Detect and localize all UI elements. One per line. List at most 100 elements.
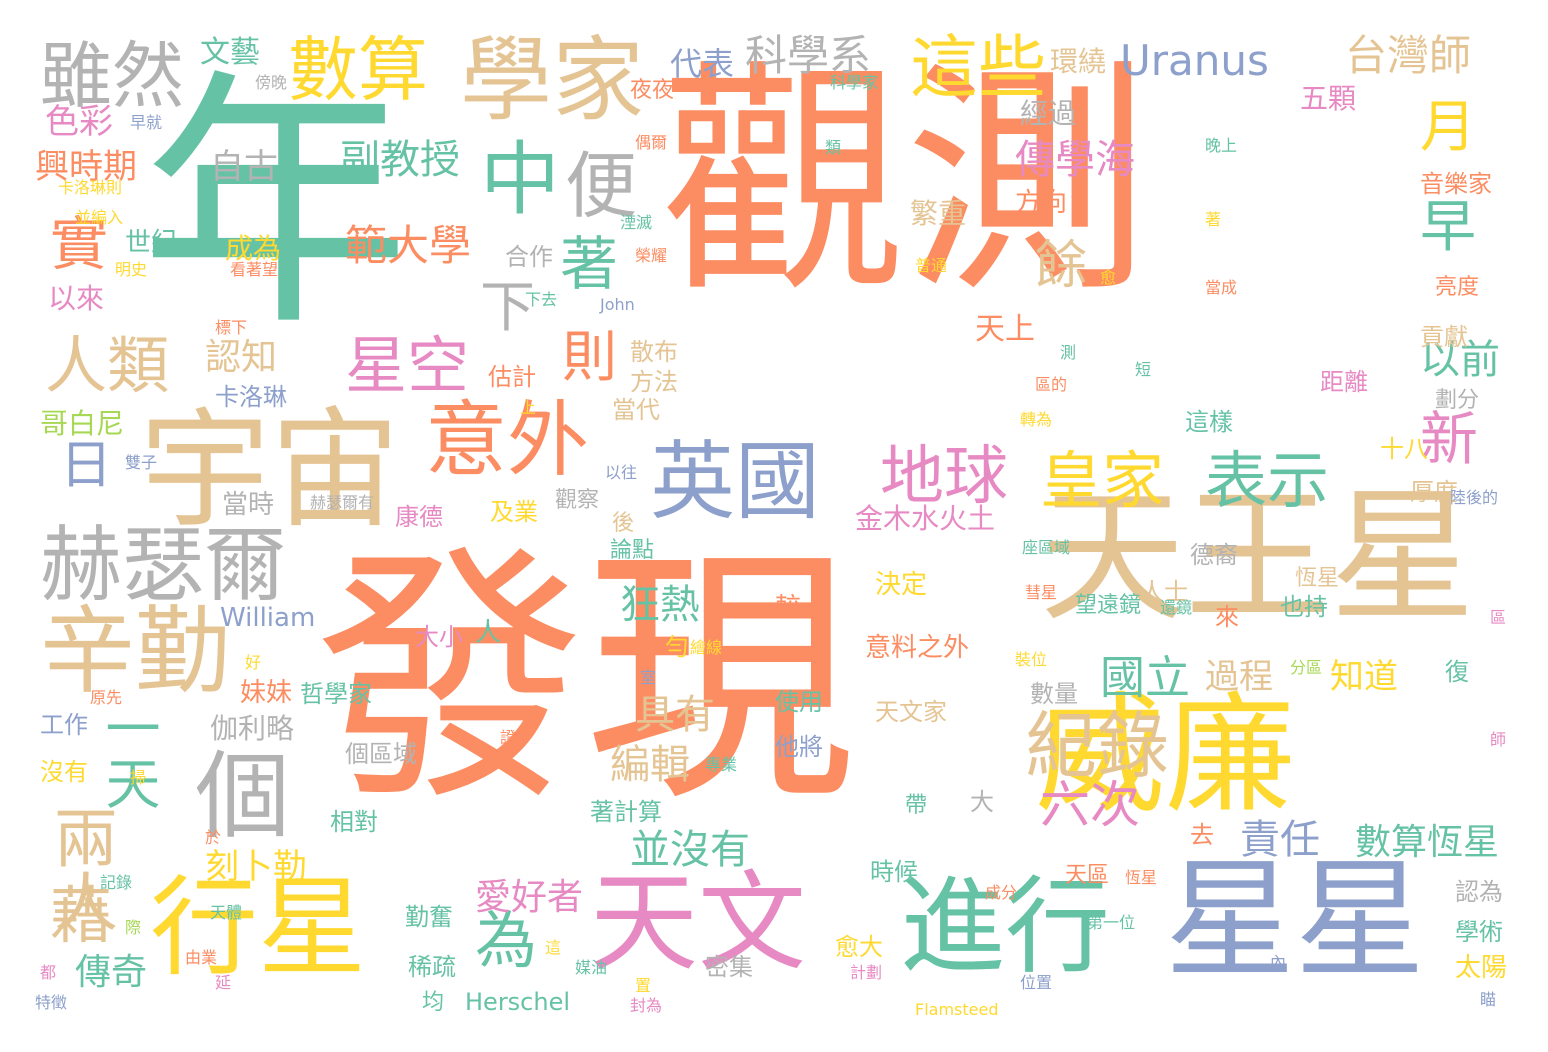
cloud-word: 個 — [195, 742, 291, 852]
cloud-word: Herschel — [465, 988, 571, 1016]
cloud-word: 好 — [245, 653, 262, 672]
cloud-word: 科學家 — [830, 73, 879, 92]
cloud-word: 貢獻 — [1420, 323, 1468, 351]
cloud-word: 相對 — [330, 808, 378, 836]
cloud-word: 標下 — [215, 318, 248, 337]
cloud-word: 則 — [562, 325, 618, 389]
cloud-word: 繪線 — [690, 638, 723, 657]
cloud-word: 月 — [1420, 95, 1476, 160]
cloud-word: 年 — [140, 47, 410, 362]
cloud-word: 成為 — [225, 232, 282, 265]
cloud-word: 大小 — [415, 623, 463, 651]
cloud-word: 經過 — [1020, 97, 1077, 130]
cloud-word: 觀察 — [555, 488, 600, 513]
cloud-word: 編輯 — [610, 742, 690, 788]
cloud-word: 皇家 — [1040, 444, 1165, 517]
cloud-word: 行星 — [150, 866, 367, 991]
cloud-word: 望遠鏡 — [1075, 593, 1142, 618]
cloud-word: 當時 — [222, 490, 275, 520]
cloud-word: 這些 — [910, 29, 1047, 108]
cloud-word: 發現 — [315, 522, 855, 837]
cloud-word: 距離 — [1320, 368, 1368, 396]
cloud-word: 較 — [775, 593, 802, 623]
cloud-word: 五顆 — [1300, 82, 1357, 115]
cloud-word: 偶爾 — [635, 133, 668, 152]
cloud-word: 自古 — [210, 147, 278, 187]
cloud-word: 帶 — [905, 793, 928, 818]
cloud-word: 狂熱 — [620, 582, 700, 628]
cloud-word: 短 — [1135, 360, 1152, 379]
cloud-word: 著 — [560, 230, 619, 298]
cloud-word: 過程 — [1205, 657, 1273, 697]
cloud-word: 成分 — [985, 883, 1018, 902]
cloud-word: 以前 — [1420, 337, 1500, 383]
cloud-word: 環繞 — [1050, 45, 1107, 78]
cloud-word: 天上 — [975, 312, 1035, 347]
cloud-word: 學家 — [460, 27, 645, 134]
cloud-word: 工作 — [40, 711, 88, 739]
cloud-word: 恆星 — [1125, 868, 1158, 887]
cloud-word: 論點 — [610, 538, 655, 563]
cloud-word: 文藝 — [200, 35, 260, 70]
cloud-word: 密集 — [705, 953, 753, 981]
cloud-word: 認為 — [1455, 878, 1503, 906]
cloud-word: 宇宙 — [140, 394, 401, 546]
cloud-word: William — [220, 603, 316, 633]
cloud-word: 個區域 — [345, 740, 417, 768]
cloud-word: 便 — [565, 144, 638, 228]
cloud-word: 並沒有 — [630, 827, 750, 873]
cloud-word: 中 — [480, 133, 560, 226]
cloud-word: 天文 — [590, 861, 807, 986]
cloud-word: 他將 — [775, 733, 823, 761]
cloud-word: 估計 — [488, 363, 536, 391]
cloud-word: 媒油 — [575, 958, 608, 977]
cloud-word: 都 — [40, 963, 57, 982]
cloud-word: 方法 — [630, 368, 678, 396]
cloud-word: 以往 — [605, 463, 638, 482]
cloud-word: 副教授 — [340, 137, 460, 183]
cloud-word: 測 — [1060, 343, 1077, 362]
cloud-word: 雖然 — [40, 34, 185, 118]
cloud-word: 厚度 — [1410, 478, 1458, 506]
cloud-word: 金木水火土 — [855, 502, 996, 535]
cloud-word: 地球 — [880, 440, 1008, 514]
cloud-word: 具有 — [635, 692, 715, 738]
cloud-word: 當成 — [1205, 278, 1238, 297]
cloud-word: 藉 — [50, 879, 113, 952]
cloud-word: 人士 — [1140, 578, 1188, 606]
cloud-word: 沒有 — [40, 758, 88, 786]
cloud-word: 天體 — [210, 903, 243, 922]
cloud-word: 當代 — [612, 396, 660, 424]
cloud-word: 封為 — [630, 996, 663, 1015]
cloud-word: 看著望 — [230, 260, 279, 279]
cloud-word: 類 — [825, 138, 842, 157]
cloud-word: 兩人 — [43, 805, 117, 933]
cloud-word: 赫瑟爾 — [40, 518, 287, 613]
cloud-word: 代表 — [670, 45, 735, 83]
cloud-word: 愈 — [1100, 268, 1117, 287]
cloud-word: 於 — [205, 828, 222, 847]
cloud-word: 也持 — [1280, 593, 1328, 621]
cloud-word: 英國 — [650, 433, 821, 532]
cloud-word: 表示 — [1205, 444, 1330, 517]
cloud-word: 由業 — [185, 948, 218, 967]
cloud-word: 愛好者 — [475, 877, 584, 918]
cloud-word: 彗星 — [1025, 583, 1058, 602]
cloud-word: 普通 — [915, 256, 948, 275]
cloud-word: 觀測 — [660, 40, 1150, 325]
cloud-word: 國立 — [1100, 651, 1191, 704]
cloud-word: 康德 — [395, 503, 443, 531]
cloud-word: 明史 — [115, 260, 148, 279]
cloud-word: 德裔 — [1190, 541, 1238, 569]
cloud-word: 記錄 — [100, 873, 133, 892]
cloud-word: 意料之外 — [865, 633, 970, 663]
cloud-word: 特徵 — [35, 993, 68, 1012]
cloud-word: 區 — [1490, 608, 1507, 627]
cloud-word: 哥白尼 — [40, 407, 125, 440]
cloud-word: 並編入 — [75, 208, 124, 227]
cloud-word: 恆星 — [1295, 566, 1340, 591]
cloud-word: 繁重 — [910, 197, 967, 230]
cloud-word: 責任 — [1240, 817, 1320, 863]
cloud-word: 範大學 — [345, 221, 472, 270]
cloud-word: 方向 — [1015, 188, 1068, 218]
